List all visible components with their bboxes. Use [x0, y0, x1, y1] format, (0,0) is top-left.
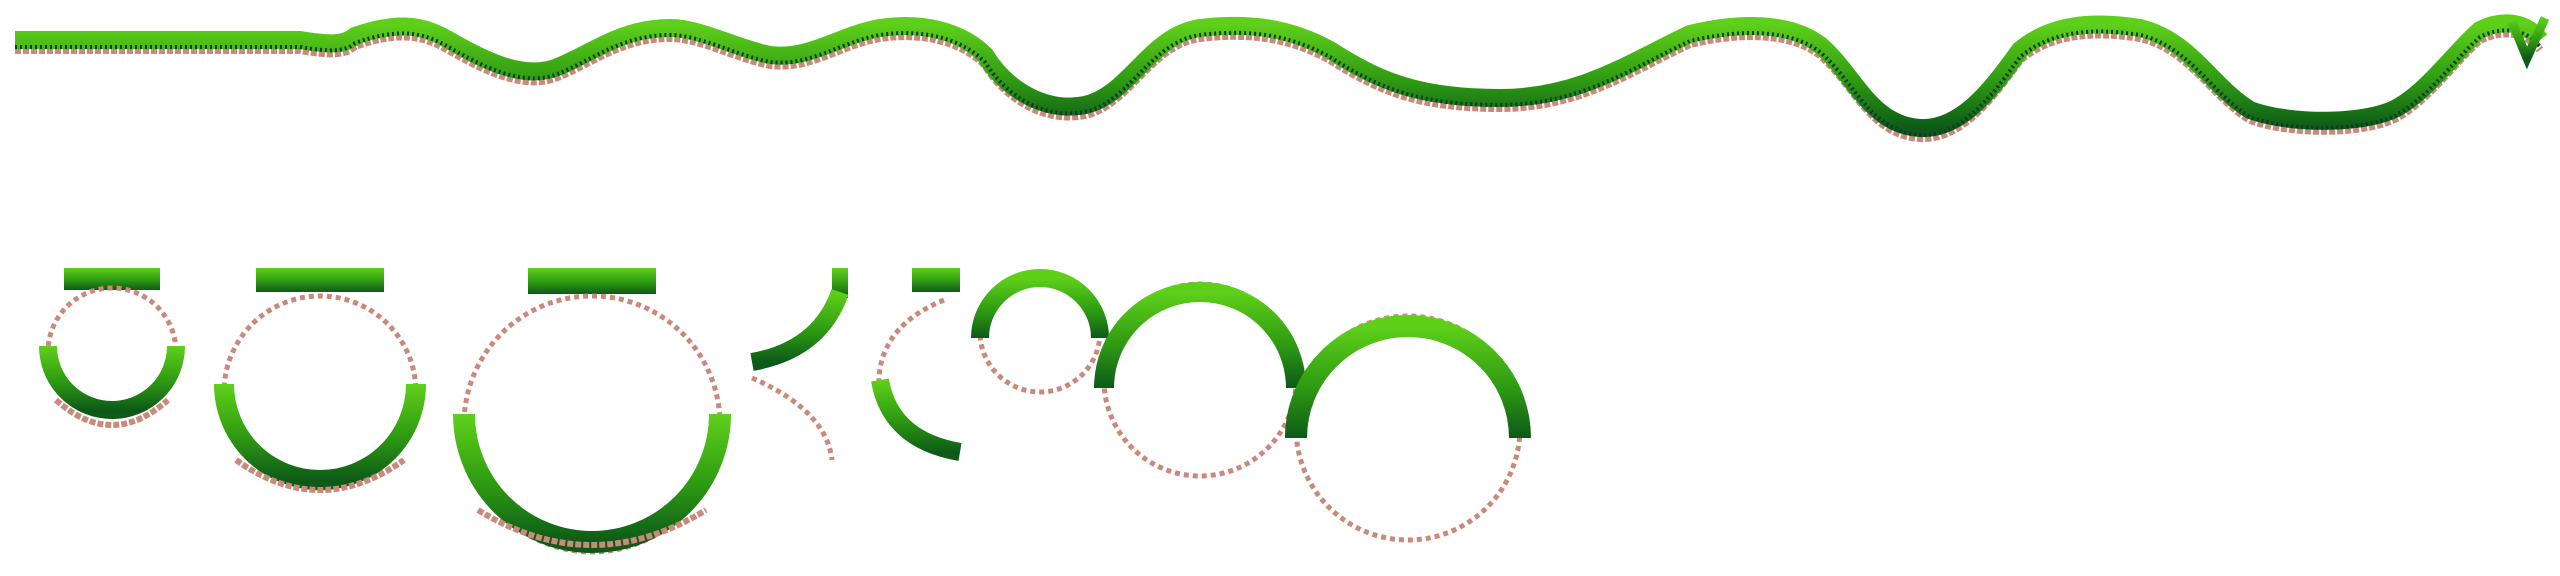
loop-large-closed	[453, 268, 731, 555]
loop-brick-arc	[751, 375, 835, 461]
loop-grass-arc	[214, 383, 426, 490]
loop-grass-arc	[39, 345, 185, 419]
loop-grass-arc	[1285, 315, 1531, 439]
loop-brick-arc	[876, 297, 945, 401]
loop-brick-arc	[476, 507, 708, 548]
loop-top-grass	[912, 268, 960, 292]
loop-grass-arc	[1094, 282, 1306, 389]
loop-top-grass	[256, 268, 384, 292]
wavy-ground-grass	[15, 14, 2548, 138]
wavy-ground-strip	[15, 14, 2550, 143]
wavy-ground-grass-blades	[15, 28, 2542, 138]
loop-grass-arc	[871, 378, 962, 461]
loop-medium-closed	[214, 268, 426, 493]
loop-top-grass	[64, 268, 160, 290]
loop-grass-arc	[971, 269, 1109, 339]
loop-brick-arc	[234, 457, 406, 493]
wavy-ground-notch	[2507, 16, 2550, 70]
loop-brick-arc	[54, 397, 170, 428]
loop-grass-arc	[750, 288, 849, 371]
loop-quarter-left	[871, 268, 962, 461]
loop-small-open	[971, 269, 1109, 395]
loop-large-open	[1285, 313, 1531, 543]
loop-quarter-right	[750, 268, 849, 461]
loop-medium-open	[1094, 281, 1306, 479]
loop-small-closed	[39, 268, 185, 428]
loop-top-grass	[528, 268, 656, 294]
wavy-ground-bricks	[15, 29, 2544, 143]
loop-grass-arc	[453, 413, 731, 553]
loop-top-grass	[832, 268, 848, 298]
